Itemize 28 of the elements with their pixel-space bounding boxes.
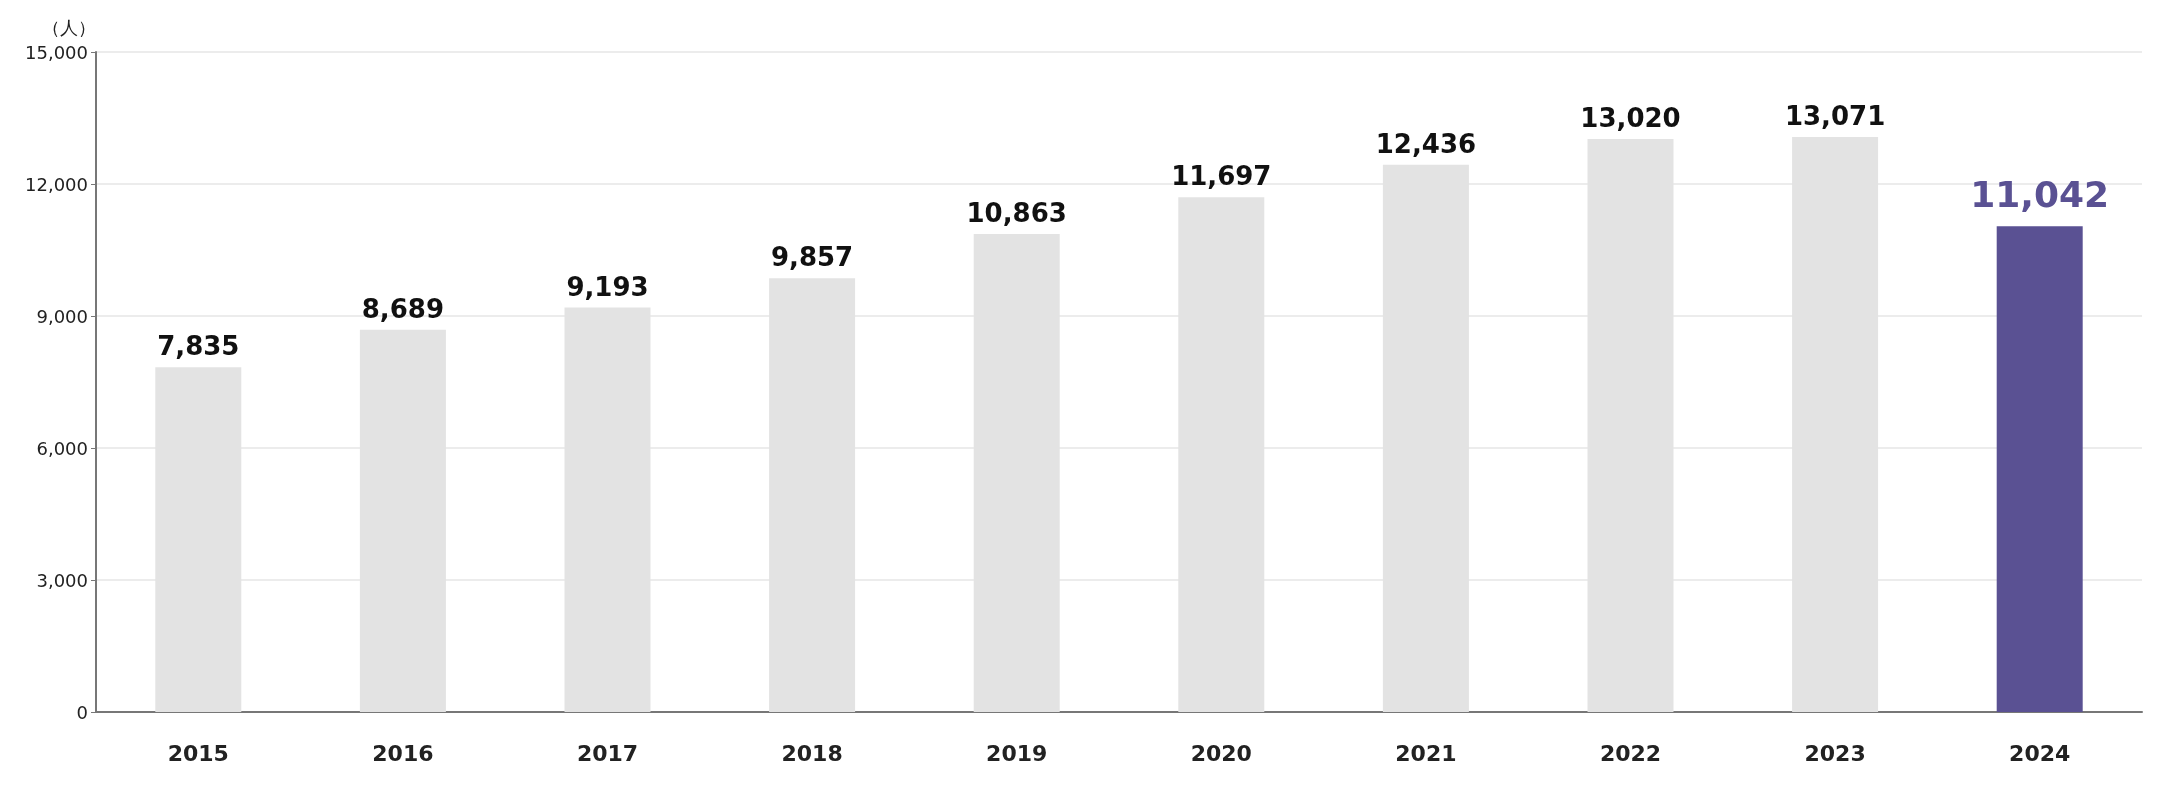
data-label: 12,436 (1375, 128, 1477, 159)
x-tick-label: 2020 (1190, 740, 1252, 766)
data-label: 10,863 (966, 198, 1067, 229)
x-tick-label: 2018 (781, 740, 843, 766)
data-label: 13,071 (1784, 100, 1886, 131)
data-label: 7,835 (157, 331, 240, 362)
y-tick-label: 9,000 (36, 305, 88, 327)
x-tick-label: 2015 (167, 740, 229, 766)
y-tick-label: 15,000 (25, 41, 88, 63)
y-tick-label: 12,000 (25, 173, 88, 195)
data-label: 9,193 (566, 271, 649, 302)
data-label: 11,697 (1171, 161, 1272, 192)
x-tick-label: 2022 (1599, 740, 1662, 766)
data-label: 8,689 (361, 293, 445, 324)
data-label: 11,042 (1970, 173, 2110, 215)
x-tick-label: 2019 (986, 740, 1048, 766)
bar (1996, 226, 2083, 712)
x-tick-label: 2017 (576, 740, 639, 766)
y-tick-label: 3,000 (36, 569, 88, 591)
y-tick-label: 6,000 (36, 437, 88, 459)
y-tick-label: 0 (76, 701, 88, 723)
y-axis-title: （人） (42, 16, 96, 38)
data-label: 13,020 (1580, 103, 1681, 134)
x-tick-label: 2023 (1804, 740, 1866, 766)
data-label: 9,857 (770, 242, 854, 273)
x-tick-label: 2024 (2009, 740, 2071, 766)
x-tick-label: 2021 (1395, 740, 1457, 766)
x-tick-label: 2016 (372, 740, 434, 766)
